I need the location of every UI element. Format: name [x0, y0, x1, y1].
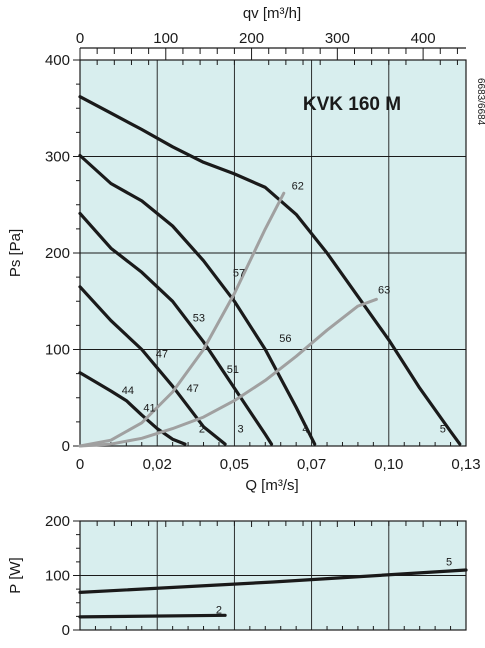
- curve-2: [78, 285, 227, 446]
- x-axis-title: Q [m³/s]: [245, 477, 298, 494]
- x-tick-label: 0,07: [297, 456, 326, 473]
- curve-label: 63: [378, 285, 390, 297]
- curve-1: [78, 371, 187, 446]
- curve-label: 57: [233, 267, 245, 279]
- top-x-tick-label: 0: [76, 30, 84, 47]
- top-x-tick-label: 200: [239, 30, 264, 47]
- curve-label: 62: [292, 180, 304, 192]
- curve-label: 4: [302, 424, 308, 436]
- curve-4: [78, 153, 317, 446]
- model-title: KVK 160 M: [303, 94, 401, 115]
- y-tick-label: 100: [45, 342, 70, 359]
- curve-system-1: [78, 297, 378, 448]
- curve-label: 56: [279, 333, 291, 345]
- x-tick-label: 0,02: [143, 456, 172, 473]
- curve-5: [78, 568, 468, 594]
- curve-label: 47: [156, 348, 168, 360]
- power-curve-plot: 0 100 200 P [W] 5 2: [7, 513, 468, 639]
- x-tick-label: 0,05: [220, 456, 249, 473]
- top-x-tick-label: 300: [325, 30, 350, 47]
- top-x-tick-label: 400: [411, 30, 436, 47]
- y-tick-label: 200: [45, 513, 70, 530]
- curve-label: 2: [199, 424, 205, 436]
- curve-label: 41: [143, 402, 155, 414]
- curve-label: 51: [227, 364, 239, 376]
- y-tick-label: 100: [45, 568, 70, 585]
- y-axis-title: Ps [Pa]: [7, 229, 24, 277]
- x-tick-label: 0,13: [451, 456, 480, 473]
- y-tick-label: 300: [45, 149, 70, 166]
- curve-system-2: [78, 191, 286, 448]
- curve-label: 5: [446, 556, 452, 568]
- curve-label: 3: [238, 424, 244, 436]
- curve-label: 2: [216, 604, 222, 616]
- y-tick-label: 400: [45, 52, 70, 69]
- y-tick-label: 0: [62, 622, 70, 639]
- y-axis-title: P [W]: [7, 557, 24, 593]
- x-tick-label: 0,10: [374, 456, 403, 473]
- drawing-code: 6683/6684: [475, 78, 485, 126]
- x-tick-label: 0: [76, 456, 84, 473]
- curve-label: 5: [440, 424, 446, 436]
- curve-2: [78, 613, 227, 619]
- curve-3: [78, 211, 274, 446]
- curve-label: 53: [193, 313, 205, 325]
- y-tick-label: 0: [62, 438, 70, 455]
- curve-label: 47: [187, 383, 199, 395]
- curve-label: 44: [122, 385, 134, 397]
- y-tick-label: 200: [45, 245, 70, 262]
- top-x-tick-label: 100: [153, 30, 178, 47]
- top-axis-title: qv [m³/h]: [243, 5, 301, 22]
